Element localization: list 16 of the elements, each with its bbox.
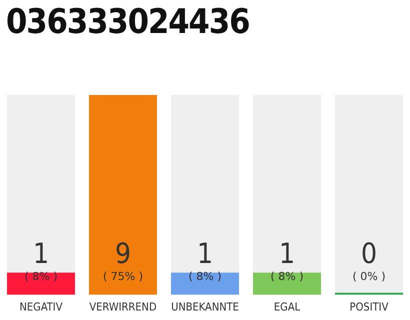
annotation: ( 8% ) — [270, 270, 304, 283]
x-tick-label: UNBEKANNTE — [171, 300, 239, 314]
x-tick-label: VERWIRREND — [89, 300, 157, 314]
x-tick-label: EGAL — [274, 300, 301, 314]
data-label: 1 — [278, 236, 296, 270]
annotation: ( 8% ) — [24, 270, 58, 283]
x-tick-label: NEGATIV — [20, 300, 63, 314]
annotation: ( 75% ) — [102, 270, 144, 283]
annotation: ( 8% ) — [188, 270, 222, 283]
data-label: 1 — [196, 236, 214, 270]
data-label: 0 — [360, 236, 378, 270]
data-label: 1 — [32, 236, 50, 270]
chart-title: 036333024436 — [6, 2, 250, 42]
x-tick-label: POSITIV — [350, 300, 389, 314]
data-label: 9 — [114, 236, 132, 270]
annotation: ( 0% ) — [352, 270, 386, 283]
